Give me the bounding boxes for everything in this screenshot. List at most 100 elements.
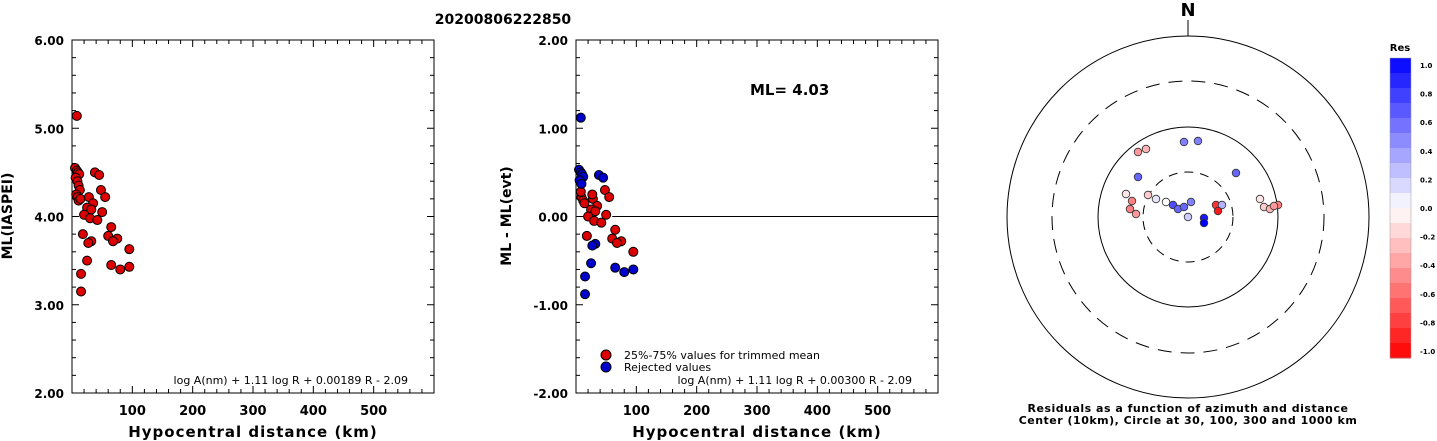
station-residual-marker — [1133, 147, 1143, 157]
station-residual-marker — [1133, 172, 1143, 182]
trimmed-point — [579, 198, 590, 209]
magnitude-y-tick-label: 6.00 — [34, 34, 64, 48]
station-residual-marker — [1121, 189, 1131, 199]
colorbar-cell — [1390, 208, 1411, 224]
colorbar-cell — [1390, 328, 1411, 344]
legend-marker-trimmed — [600, 349, 612, 361]
residual-colorbar: Res 1.0 0.8 0.6 0.4 0.2 0.0 -0.2 -0.4 -0.6 -0.8 -1… — [1389, 43, 1435, 359]
rejected-point — [598, 172, 609, 183]
polar-caption-line2: Center (10km), Circle at 30, 100, 300 an… — [1019, 414, 1358, 427]
polar-residual-plot: N Residuals as a function of azimuth and… — [1006, 0, 1370, 427]
magnitude-point — [83, 237, 94, 248]
residual-x-tick-label: 100 — [623, 404, 650, 419]
colorbar-tick-labels: 1.0 0.8 0.6 0.4 0.2 0.0 -0.2 -0.4 -0.6 -0.8 -1.0 — [1420, 62, 1435, 356]
event-title: 20200806222850 — [435, 12, 572, 28]
magnitude-x-tick-label: 100 — [119, 404, 146, 419]
rejected-point — [580, 289, 591, 300]
residual-y-tick-label: 0.00 — [538, 211, 568, 225]
magnitude-point — [108, 236, 119, 247]
rejected-point — [580, 271, 591, 282]
magnitude-point — [71, 110, 82, 121]
station-residuals — [1121, 136, 1283, 228]
trimmed-point — [604, 192, 615, 203]
magnitude-point — [106, 260, 117, 271]
colorbar-tick-label: 0.6 — [1420, 119, 1433, 127]
colorbar-cell — [1390, 223, 1411, 239]
legend-label-rejected: Rejected values — [624, 361, 711, 374]
rejected-point — [575, 112, 586, 123]
colorbar-cell — [1390, 118, 1411, 134]
station-residual-marker — [1141, 144, 1151, 154]
station-residual-marker — [1143, 190, 1153, 200]
station-residual-marker — [1161, 197, 1171, 207]
residual-y-tick-label: 1.00 — [538, 122, 568, 136]
residual-x-tick-label: 200 — [683, 404, 710, 419]
trimmed-point — [628, 246, 639, 257]
magnitude-y-axis-label: ML(IASPEI) — [0, 173, 16, 260]
colorbar-cell — [1390, 193, 1411, 209]
residual-x-ticks: 100 200 300 400 500 — [575, 40, 939, 419]
magnitude-y-tick-label: 3.00 — [34, 299, 64, 313]
ml-value-label: ML= 4.03 — [750, 81, 829, 99]
magnitude-point — [115, 264, 126, 275]
residual-formula: log A(nm) + 1.11 log R + 0.00300 R - 2.0… — [678, 374, 912, 387]
colorbar-cell — [1390, 268, 1411, 284]
station-residual-marker — [1179, 202, 1189, 212]
magnitude-x-tick-label: 200 — [179, 404, 206, 419]
ring-100km — [1097, 126, 1279, 308]
station-residual-marker — [1127, 196, 1137, 206]
station-residual-marker — [1193, 136, 1203, 146]
residual-points — [574, 112, 639, 300]
colorbar-cell — [1390, 163, 1411, 179]
magnitude-point — [76, 268, 87, 279]
magnitude-point — [97, 207, 108, 218]
colorbar-outline — [1389, 57, 1412, 359]
colorbar-cell — [1390, 343, 1411, 359]
rejected-point — [576, 178, 587, 189]
magnitude-chart-frame — [71, 39, 435, 394]
colorbar-cell — [1390, 313, 1411, 329]
magnitude-chart: 2.00 3.00 4.00 5.00 6.00 100 200 300 400 500 ML(… — [0, 34, 435, 441]
station-residual-marker — [1213, 206, 1223, 216]
colorbar-tick-label: 0.0 — [1420, 205, 1433, 213]
colorbar-cell — [1390, 178, 1411, 194]
colorbar-cell — [1390, 58, 1411, 74]
residual-y-tick-label: 2.00 — [538, 34, 568, 48]
colorbar-cell — [1390, 298, 1411, 314]
magnitude-formula: log A(nm) + 1.11 log R + 0.00189 R - 2.0… — [174, 374, 408, 387]
colorbar-tick-label: 1.0 — [1420, 62, 1433, 70]
colorbar-tick-label: -1.0 — [1420, 348, 1435, 356]
colorbar-tick-label: -0.2 — [1420, 234, 1435, 242]
colorbar-tick-label: -0.8 — [1420, 319, 1435, 327]
colorbar-tick-label: -0.4 — [1420, 262, 1435, 270]
residual-x-tick-label: 500 — [864, 404, 891, 419]
colorbar-cell — [1390, 253, 1411, 269]
magnitude-point — [94, 170, 105, 181]
station-residual-marker — [1269, 201, 1279, 211]
trimmed-point — [581, 230, 592, 241]
magnitude-x-tick-label: 500 — [360, 404, 387, 419]
magnitude-point — [75, 193, 86, 204]
magnitude-x-tick-label: 400 — [300, 404, 327, 419]
rejected-point — [610, 262, 621, 273]
magnitude-point — [106, 222, 117, 233]
station-residual-marker — [1217, 200, 1227, 210]
rejected-point — [619, 267, 630, 278]
magnitude-x-tick-label: 300 — [239, 404, 266, 419]
polar-caption-line1: Residuals as a function of azimuth and d… — [1028, 402, 1349, 415]
rejected-point — [586, 258, 597, 269]
station-residual-marker — [1183, 212, 1193, 222]
residual-y-ticks: -2.00 -1.00 0.00 1.00 2.00 — [533, 34, 938, 401]
colorbar-cell — [1390, 148, 1411, 164]
colorbar-cell — [1390, 133, 1411, 149]
station-residual-marker — [1231, 168, 1241, 178]
magnitude-points — [70, 110, 135, 297]
colorbar-tick-label: -0.6 — [1420, 291, 1435, 299]
rejected-point — [587, 240, 598, 251]
colorbar-title: Res — [1390, 43, 1410, 54]
magnitude-point — [124, 261, 135, 272]
trimmed-point — [596, 217, 607, 228]
magnitude-point — [77, 229, 88, 240]
station-residual-marker — [1179, 137, 1189, 147]
